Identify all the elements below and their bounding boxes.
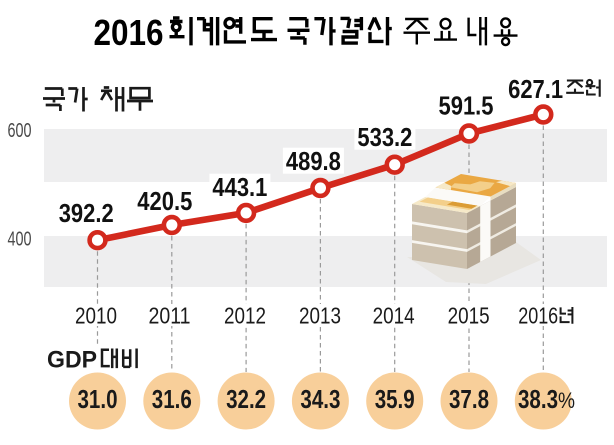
svg-text:2016: 2016 — [94, 12, 164, 53]
svg-text:32.2: 32.2 — [226, 384, 266, 414]
svg-text:627.1: 627.1 — [508, 74, 563, 104]
svg-text:2013: 2013 — [299, 302, 341, 328]
svg-text:489.8: 489.8 — [286, 146, 341, 176]
svg-text:400: 400 — [8, 229, 32, 251]
svg-text:2016: 2016 — [518, 302, 558, 328]
svg-text:31.0: 31.0 — [78, 384, 118, 414]
svg-text:392.2: 392.2 — [59, 198, 114, 228]
svg-text:600: 600 — [8, 120, 32, 142]
svg-text:%: % — [558, 388, 575, 413]
svg-text:591.5: 591.5 — [439, 90, 494, 120]
svg-text:2014: 2014 — [373, 302, 415, 328]
svg-text:34.3: 34.3 — [300, 384, 340, 414]
svg-text:GDP: GDP — [47, 347, 97, 374]
svg-text:31.6: 31.6 — [152, 384, 192, 414]
svg-text:2011: 2011 — [149, 302, 191, 328]
svg-text:38.3: 38.3 — [518, 384, 558, 414]
svg-text:35.9: 35.9 — [375, 384, 415, 414]
svg-text:2012: 2012 — [224, 302, 266, 328]
svg-text:443.1: 443.1 — [212, 172, 267, 202]
svg-text:420.5: 420.5 — [137, 186, 192, 216]
svg-text:2010: 2010 — [75, 302, 117, 328]
svg-text:533.2: 533.2 — [357, 122, 412, 152]
svg-text:2015: 2015 — [448, 302, 490, 328]
svg-text:37.8: 37.8 — [449, 384, 489, 414]
